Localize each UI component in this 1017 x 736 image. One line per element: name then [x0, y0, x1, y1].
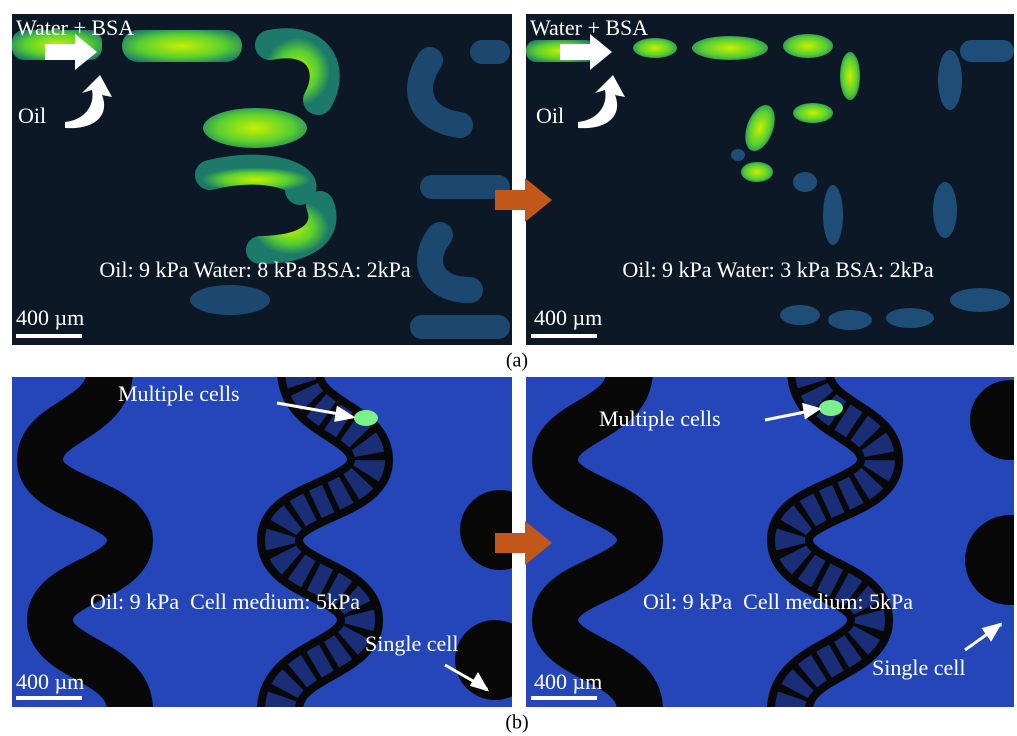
micrograph-a-right: [526, 14, 1014, 345]
inlet-label: Water + BSA: [530, 15, 648, 40]
figure: Water + BSA Oil Oil: 9 kPa Water: 8 kPa …: [0, 0, 1017, 736]
cells-label: Multiple cells: [118, 381, 240, 406]
inlet-label: Water + BSA: [16, 15, 134, 40]
scale-label: 400 µm: [16, 305, 84, 330]
panel-label: (b): [505, 712, 528, 734]
pressure-label: Oil: 9 kPa Cell medium: 5kPa: [643, 589, 913, 614]
panel-label: (a): [506, 350, 528, 372]
oil-label: Oil: [18, 103, 46, 128]
micrograph-a-left: [12, 14, 512, 345]
scale-label: 400 µm: [534, 669, 602, 694]
scale-label: 400 µm: [16, 669, 84, 694]
pressure-label: Oil: 9 kPa Water: 8 kPa BSA: 2kPa: [99, 257, 411, 282]
single-cell-label: Single cell: [872, 655, 965, 680]
single-cell-label: Single cell: [365, 631, 458, 656]
cells-label: Multiple cells: [599, 406, 721, 431]
micrograph-b-left: [12, 370, 540, 710]
pressure-label: Oil: 9 kPa Cell medium: 5kPa: [90, 589, 360, 614]
pressure-label: Oil: 9 kPa Water: 3 kPa BSA: 2kPa: [622, 257, 934, 282]
scale-label: 400 µm: [534, 305, 602, 330]
oil-label: Oil: [536, 103, 564, 128]
